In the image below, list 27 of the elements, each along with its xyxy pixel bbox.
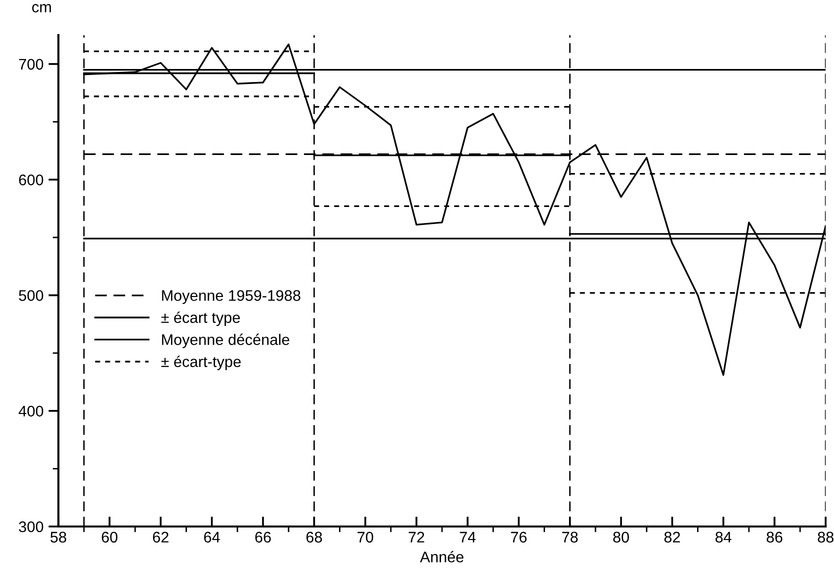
y-tick-label: 600 xyxy=(19,174,44,186)
x-tick-label: 86 xyxy=(766,532,782,543)
y-axis-title: cm xyxy=(32,4,51,12)
legend-label: Moyenne décénale xyxy=(162,334,290,348)
y-tick-label: 700 xyxy=(19,58,44,70)
x-tick-label: 76 xyxy=(511,532,527,543)
y-tick-label: 300 xyxy=(18,521,44,532)
x-axis-title: Année xyxy=(420,550,464,562)
x-tick-label: 80 xyxy=(613,532,629,543)
x-tick-label: 58 xyxy=(50,532,66,543)
y-tick-label: 500 xyxy=(18,290,44,301)
legend-label: Moyenne 1959-1988 xyxy=(162,290,300,304)
x-tick-label: 70 xyxy=(358,532,374,543)
x-tick-label: 82 xyxy=(664,532,680,543)
x-tick-label: 66 xyxy=(255,532,271,543)
legend-label: ± écart-type xyxy=(161,356,241,370)
x-tick-label: 74 xyxy=(460,532,476,542)
x-tick-label: 78 xyxy=(562,532,578,543)
x-tick-label: 62 xyxy=(152,532,168,543)
y-tick-label: 400 xyxy=(18,406,44,417)
legend-label: ± écart type xyxy=(161,312,240,326)
x-tick-label: 60 xyxy=(102,532,118,543)
x-tick-label: 72 xyxy=(408,532,424,542)
x-tick-label: 68 xyxy=(306,532,322,543)
x-tick-label: 84 xyxy=(716,532,732,543)
x-tick-label: 88 xyxy=(818,532,834,543)
x-tick-label: 64 xyxy=(204,532,220,543)
